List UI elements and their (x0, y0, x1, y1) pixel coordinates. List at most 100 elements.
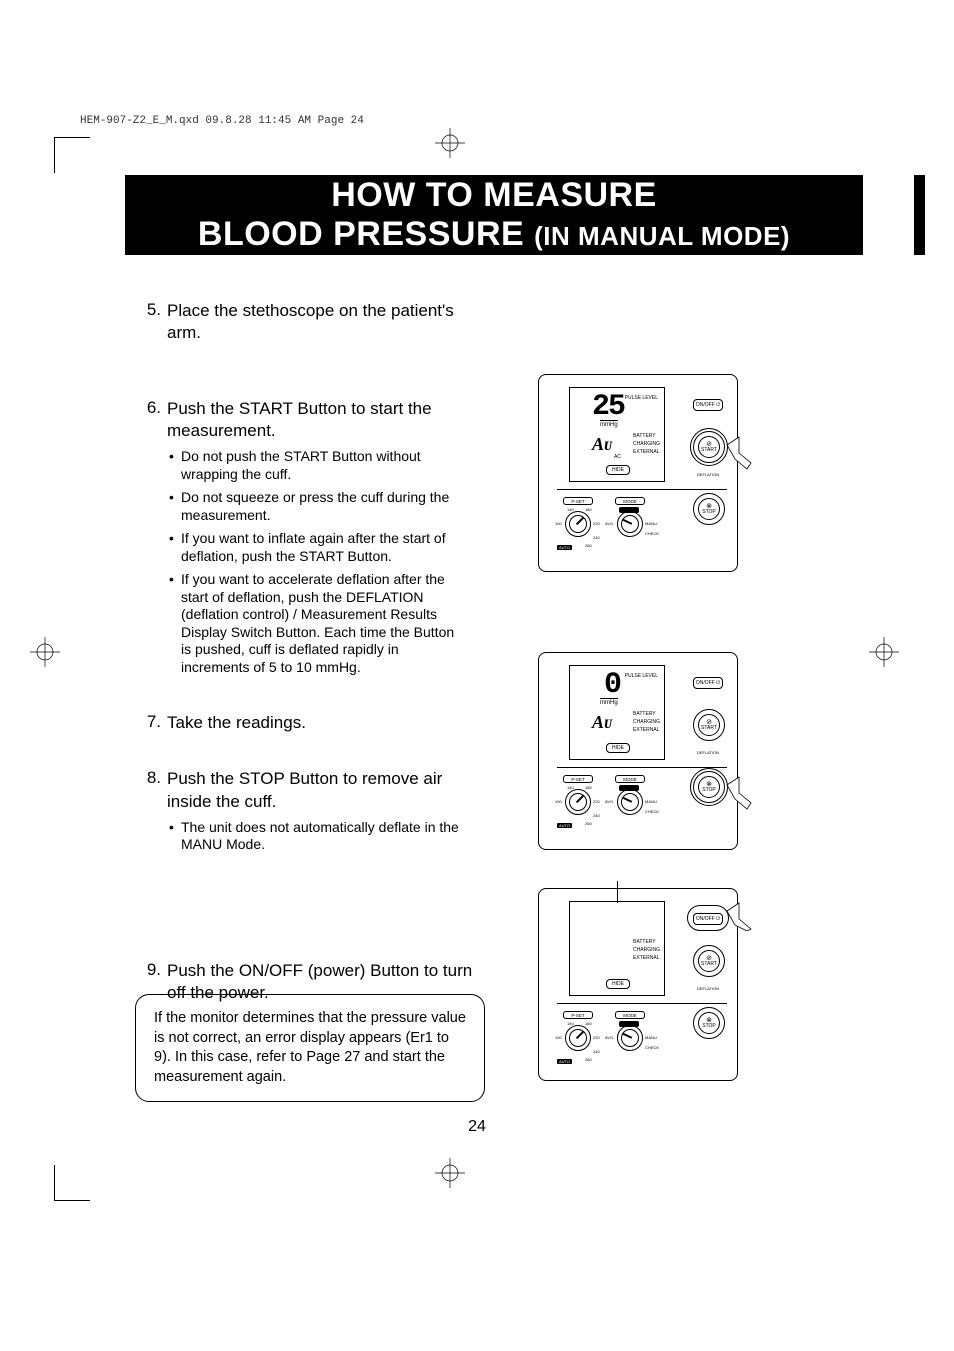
bullet-item: Do not squeeze or press the cuff during … (181, 489, 467, 524)
crop-mark-left (30, 637, 60, 667)
mode-opt: AVG. (605, 521, 614, 526)
step-item: 5.Place the stethoscope on the patient's… (135, 300, 765, 344)
mode-label: MODE (615, 775, 645, 783)
dial-num: 220 (593, 799, 600, 804)
step-title: Push the START Button to start the measu… (167, 398, 482, 442)
dial-num: 240 (593, 813, 600, 818)
pressure-value: 0 (604, 670, 620, 700)
battery-labels: BATTERYCHARGINGEXTERNAL (633, 938, 660, 962)
hide-button: HIDE (606, 465, 630, 475)
dial-num: 180 (585, 785, 592, 790)
auto-label: AUTO (557, 823, 572, 828)
dial-num: 140 (567, 785, 574, 790)
start-highlight-ring (690, 428, 728, 466)
hide-button: HIDE (606, 743, 630, 753)
crop-mark-right (869, 637, 899, 667)
crop-mark-top (435, 128, 465, 158)
step-title: Take the readings. (167, 712, 482, 734)
step-body: Place the stethoscope on the patient's a… (167, 300, 765, 344)
title-line-2: BLOOD PRESSURE (IN MANUAL MODE) (125, 215, 863, 254)
mode-opt: AVG. (605, 1035, 614, 1040)
step-title: Push the STOP Button to remove air insid… (167, 768, 482, 812)
dial-num: 260 (585, 1057, 592, 1062)
start-button: ⊘START (698, 950, 720, 972)
dial-num: 140 (567, 1021, 574, 1026)
battery-labels: BATTERYCHARGINGEXTERNAL (633, 710, 660, 734)
mode-opt: CHECK (645, 531, 659, 536)
step-bullets: Do not push the START Button without wra… (167, 448, 467, 676)
au-indicator: Aᴜ (592, 434, 612, 455)
side-black-bar (914, 175, 925, 255)
device-figure-start: 25 mmHg PULSE LEVEL Aᴜ BATTERYCHARGINGEX… (538, 374, 738, 572)
mmhg-label: mmHg (600, 698, 618, 706)
dial-num: 180 (585, 1021, 592, 1026)
dial-num: 100 (555, 521, 562, 526)
pressure-value: 25 (592, 392, 624, 422)
crop-mark-bottom (435, 1158, 465, 1188)
onoff-button: ON/OFF ⏻ (693, 399, 723, 411)
onoff-highlight-ring (687, 905, 729, 931)
corner-mark (54, 137, 90, 138)
page-number: 24 (0, 1118, 954, 1136)
step-bullets: The unit does not automatically deflate … (167, 819, 467, 854)
mmhg-label: mmHg (600, 420, 618, 428)
pset-dial (565, 789, 591, 815)
mode-dial (617, 511, 643, 537)
deflation-label: DEFLATION (691, 987, 725, 991)
pulse-label: PULSE LEVEL (625, 396, 658, 402)
mode-opt: AVG. (605, 799, 614, 804)
step-number: 6. (135, 398, 167, 682)
device-screen: 0 mmHg PULSE LEVEL Aᴜ BATTERYCHARGINGEXT… (569, 665, 665, 760)
mode-label: MODE (615, 1011, 645, 1019)
mode-dial (617, 1025, 643, 1051)
pset-label: P-SET (563, 1011, 593, 1019)
ac-label: AC (614, 454, 621, 460)
auto-label: AUTO (557, 545, 572, 550)
mode-opt: MANU. (645, 1035, 658, 1040)
pointer-hand-icon (725, 891, 755, 931)
stop-button: ⊗STOP (698, 498, 720, 520)
dial-num: 100 (555, 799, 562, 804)
dial-num: 260 (585, 821, 592, 826)
step-number: 8. (135, 768, 167, 859)
corner-mark (54, 137, 55, 173)
pset-label: P-SET (563, 497, 593, 505)
divider (557, 1003, 727, 1004)
dial-num: 180 (585, 507, 592, 512)
battery-labels: BATTERYCHARGINGEXTERNAL (633, 432, 660, 456)
au-indicator: Aᴜ (592, 712, 612, 733)
stop-highlight-ring (690, 768, 728, 806)
mode-opt: MANU. (645, 521, 658, 526)
auto-label: AUTO (557, 1059, 572, 1064)
divider (557, 489, 727, 490)
bullet-item: If you want to inflate again after the s… (181, 530, 467, 565)
error-note-box: If the monitor determines that the press… (135, 994, 485, 1102)
onoff-button: ON/OFF ⏻ (693, 677, 723, 689)
pset-label: P-SET (563, 775, 593, 783)
step-title: Place the stethoscope on the patient's a… (167, 300, 482, 344)
dial-num: 100 (555, 1035, 562, 1040)
file-header-line: HEM-907-Z2_E_M.qxd 09.8.28 11:45 AM Page… (80, 115, 364, 127)
device-figure-onoff: BATTERYCHARGINGEXTERNAL HIDE ON/OFF ⏻ ⊘S… (538, 888, 738, 1081)
dial-num: 140 (567, 507, 574, 512)
mode-opt: CHECK (645, 809, 659, 814)
bullet-item: If you want to accelerate deflation afte… (181, 571, 467, 676)
mode-opt: CHECK (645, 1045, 659, 1050)
bullet-item: The unit does not automatically deflate … (181, 819, 467, 854)
bullet-item: Do not push the START Button without wra… (181, 448, 467, 483)
hide-button: HIDE (606, 979, 630, 989)
step-number: 7. (135, 712, 167, 734)
device-screen: BATTERYCHARGINGEXTERNAL HIDE (569, 901, 665, 996)
step-number: 5. (135, 300, 167, 344)
stylus-line (617, 881, 618, 903)
title-main: BLOOD PRESSURE (198, 215, 524, 253)
deflation-label: DEFLATION (691, 751, 725, 755)
page-title-banner: HOW TO MEASURE BLOOD PRESSURE (IN MANUAL… (125, 175, 863, 255)
corner-mark (54, 1200, 90, 1201)
title-line-1: HOW TO MEASURE (125, 176, 863, 215)
deflation-label: DEFLATION (691, 473, 725, 477)
device-figure-stop: 0 mmHg PULSE LEVEL Aᴜ BATTERYCHARGINGEXT… (538, 652, 738, 850)
dial-num: 240 (593, 1049, 600, 1054)
pulse-label: PULSE LEVEL (625, 674, 658, 680)
dial-num: 260 (585, 543, 592, 548)
